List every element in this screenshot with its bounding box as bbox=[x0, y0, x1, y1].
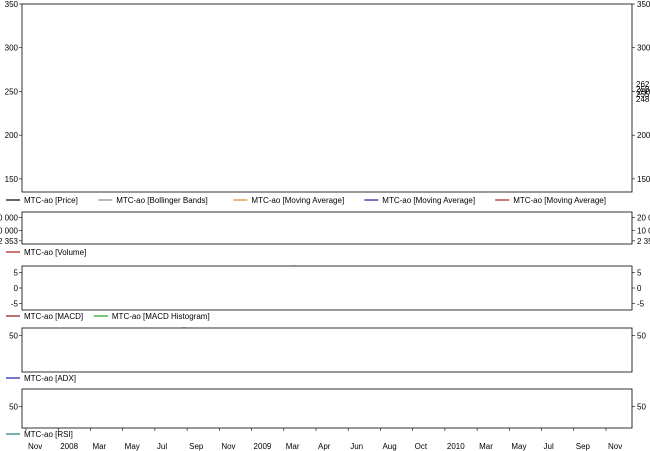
x-axis-tick-label: Nov bbox=[608, 442, 622, 451]
price-legend-label: MTC-ao [Moving Average] bbox=[251, 196, 344, 205]
price-legend-label: MTC-ao [Bollinger Bands] bbox=[116, 196, 208, 205]
x-axis-tick-label: Mar bbox=[286, 442, 300, 451]
macd-tick-label-left: 0 bbox=[14, 284, 19, 293]
x-axis-tick-label: Oct bbox=[415, 442, 428, 451]
adx-legend-label: MTC-ao [ADX] bbox=[24, 374, 76, 383]
x-axis-tick-label: May bbox=[125, 442, 140, 451]
adx-frame bbox=[21, 327, 633, 373]
macd-tick-label-right: 0 bbox=[637, 284, 642, 293]
x-axis-tick-label: Mar bbox=[479, 442, 493, 451]
x-axis-tick-label: Sep bbox=[189, 442, 204, 451]
price-tick-label-right: 200 bbox=[637, 131, 650, 140]
x-axis-tick-label: Jul bbox=[157, 442, 167, 451]
price-legend-label: MTC-ao [Moving Average] bbox=[513, 196, 606, 205]
x-axis-tick-label: Nov bbox=[28, 442, 42, 451]
price-last-value-label: 262.02 bbox=[636, 80, 650, 89]
x-axis-tick-label: May bbox=[511, 442, 526, 451]
macd-legend-label: MTC-ao [MACD Histogram] bbox=[112, 312, 210, 321]
volume-tick-label-right: 10 000 bbox=[637, 227, 650, 236]
rsi-tick-label-left: 50 bbox=[9, 403, 18, 412]
price-legend-label: MTC-ao [Moving Average] bbox=[382, 196, 475, 205]
price-last-value-label: 258.00 bbox=[636, 85, 650, 94]
rsi-frame bbox=[21, 388, 633, 429]
price-legend-label: MTC-ao [Price] bbox=[24, 196, 78, 205]
x-axis-tick-label: Jun bbox=[350, 442, 363, 451]
macd-frame bbox=[21, 265, 633, 311]
price-last-value-label: 255.00 bbox=[636, 90, 650, 99]
price-tick-label-left: 200 bbox=[5, 131, 19, 140]
volume-tick-label-left: 2 353 bbox=[0, 237, 19, 246]
price-tick-label-right: 350 bbox=[637, 0, 650, 9]
volume-frame bbox=[21, 211, 633, 245]
x-axis-tick-label: 2009 bbox=[254, 442, 272, 451]
volume-legend-label: MTC-ao [Volume] bbox=[24, 248, 86, 257]
rsi-legend-label: MTC-ao [RSI] bbox=[24, 430, 73, 439]
x-axis-tick-label: 2010 bbox=[447, 442, 465, 451]
rsi-tick-label-right: 50 bbox=[637, 403, 646, 412]
x-axis-tick-label: Sep bbox=[576, 442, 591, 451]
price-tick-label-left: 150 bbox=[5, 175, 19, 184]
price-frame bbox=[21, 3, 633, 193]
x-axis-tick-label: Apr bbox=[318, 442, 331, 451]
adx-tick-label-right: 50 bbox=[637, 331, 646, 340]
x-axis-tick-label: Aug bbox=[382, 442, 396, 451]
price-last-value-label: 248.00 bbox=[636, 95, 650, 104]
volume-tick-label-right: 20 000 bbox=[637, 213, 650, 222]
volume-tick-label-left: 20 000 bbox=[0, 213, 19, 222]
x-axis-tick-label: 2008 bbox=[60, 442, 78, 451]
macd-tick-label-right: -5 bbox=[637, 300, 645, 309]
price-tick-label-right: 150 bbox=[637, 175, 650, 184]
price-tick-label-left: 300 bbox=[5, 44, 19, 53]
volume-tick-label-right: 2 353 bbox=[637, 237, 650, 246]
macd-tick-label-left: 5 bbox=[14, 268, 19, 277]
adx-tick-label-left: 50 bbox=[9, 331, 18, 340]
x-axis-tick-label: Jul bbox=[544, 442, 554, 451]
price-tick-label-left: 350 bbox=[5, 0, 19, 9]
macd-tick-label-right: 5 bbox=[637, 268, 642, 277]
price-tick-label-right: 300 bbox=[637, 44, 650, 53]
macd-legend-label: MTC-ao [MACD] bbox=[24, 312, 83, 321]
price-tick-label-right: 250 bbox=[637, 87, 650, 96]
x-axis-tick-label: Mar bbox=[92, 442, 106, 451]
macd-tick-label-left: -5 bbox=[11, 300, 19, 309]
price-tick-label-left: 250 bbox=[5, 87, 19, 96]
volume-tick-label-left: 10 000 bbox=[0, 227, 19, 236]
x-axis-tick-label: Nov bbox=[221, 442, 235, 451]
